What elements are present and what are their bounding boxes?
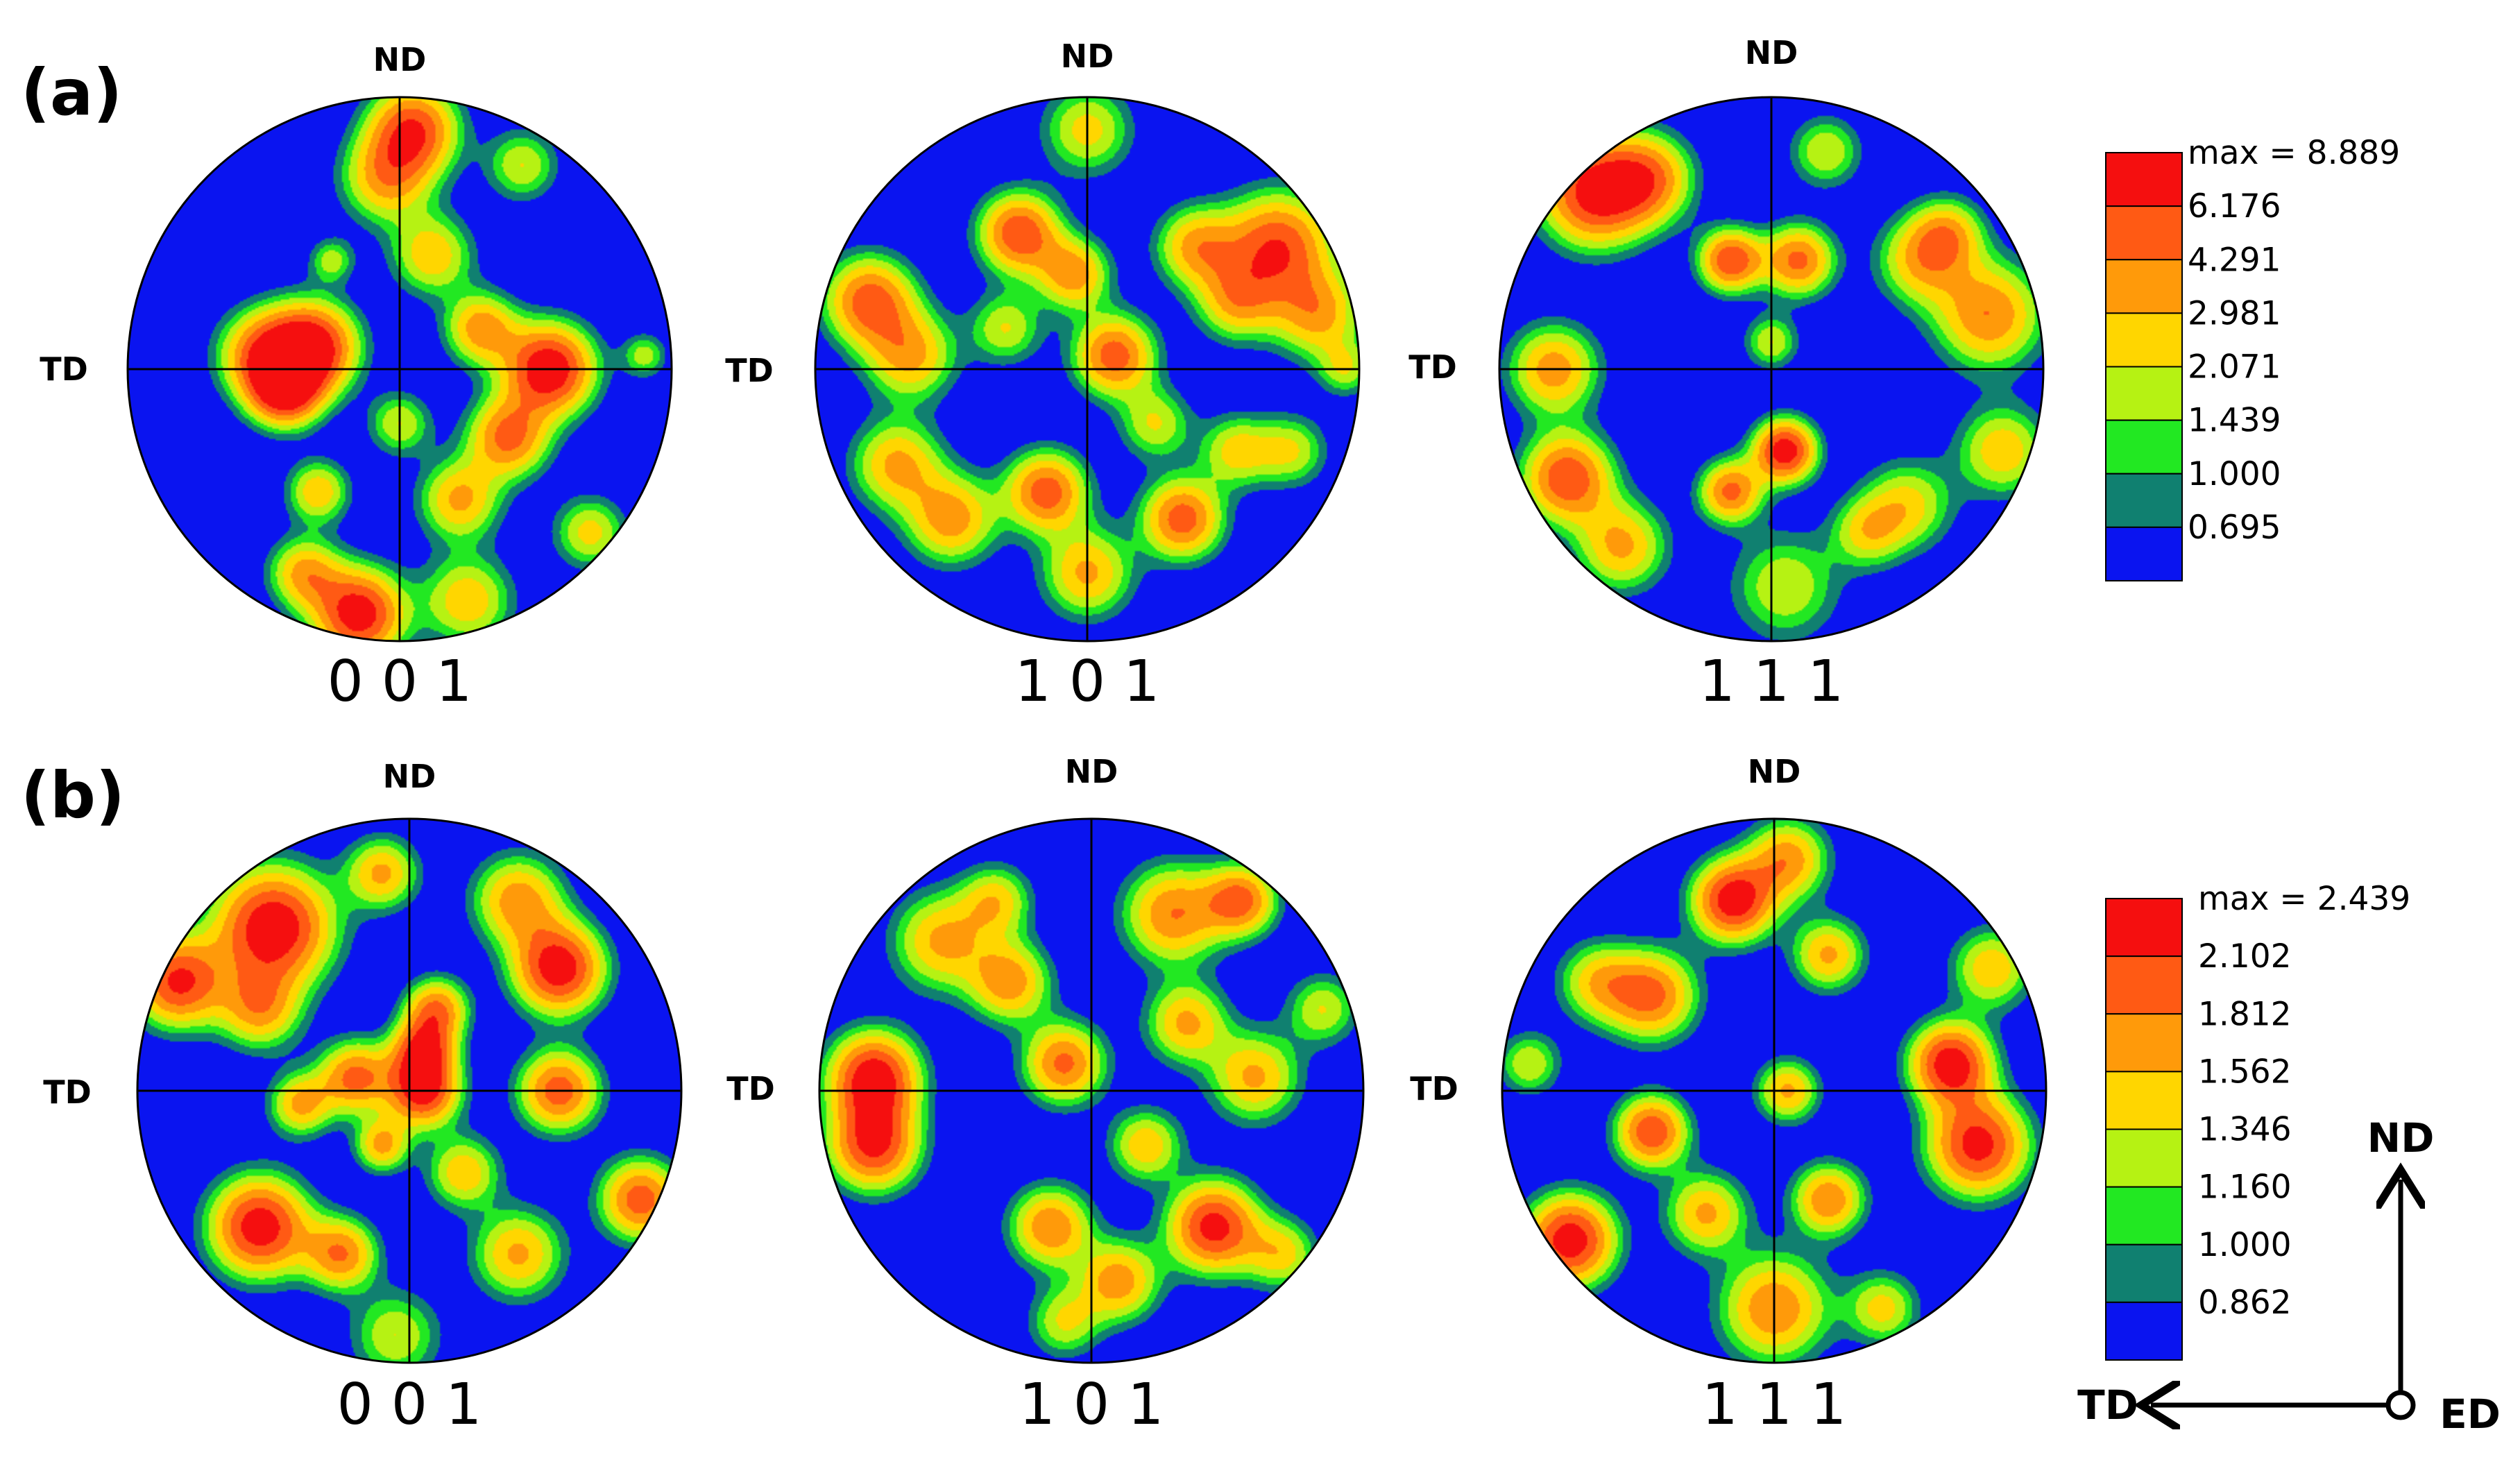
legend-color-band <box>2105 152 2183 207</box>
legend-color-band <box>2105 1243 2183 1303</box>
ed-out-of-plane-symbol <box>2385 1390 2416 1420</box>
pole-figure-001-a: ND TD 0 0 1 <box>40 41 673 715</box>
legend-color-band <box>2105 1071 2183 1130</box>
pole-label: 1 1 1 <box>1702 1372 1847 1438</box>
legend-level-label: 0.862 <box>2198 1284 2292 1322</box>
legend-level-label: 1.346 <box>2198 1111 2292 1149</box>
legend-color-band <box>2105 1128 2183 1188</box>
legend-color-band <box>2105 473 2183 528</box>
pole-label: 0 0 1 <box>327 649 472 715</box>
pole-label: 1 0 1 <box>1019 1372 1164 1438</box>
legend-color-band <box>2105 419 2183 475</box>
nd-label: ND <box>1061 37 1114 75</box>
legend-level-label: 2.102 <box>2198 937 2292 976</box>
nd-label: ND <box>373 41 427 78</box>
pole-figure-101-a: ND TD 1 0 1 <box>725 37 1361 715</box>
pole-figure-111-a: ND TD 1 1 1 <box>1408 34 2045 715</box>
pole-figure-101-b: ND TD 1 0 1 <box>726 753 1365 1438</box>
legend-color-band <box>2105 259 2183 314</box>
axis-td-label: TD <box>2077 1381 2138 1429</box>
pole-figure-001-b: ND TD 0 0 1 <box>43 758 683 1438</box>
axis-nd-label: ND <box>2367 1114 2435 1162</box>
legend-level-label: 4.291 <box>2188 241 2281 279</box>
td-label: TD <box>1408 348 1457 386</box>
nd-label: ND <box>1065 753 1118 790</box>
legend-level-label: 1.812 <box>2198 995 2292 1033</box>
legend-level-label: 1.562 <box>2198 1053 2292 1091</box>
panel-label-a: (a) <box>21 56 122 130</box>
legend-color-band <box>2105 312 2183 368</box>
legend-level-label: 6.176 <box>2188 187 2281 226</box>
legend-color-band <box>2105 898 2183 958</box>
legend-color-band <box>2105 1186 2183 1245</box>
legend-color-band <box>2105 955 2183 1015</box>
legend-level-label: 2.981 <box>2188 294 2281 332</box>
pole-label: 1 0 1 <box>1015 649 1160 715</box>
sample-axes-indicator: ND TD ED <box>2077 1114 2501 1438</box>
legend-color-band <box>2105 366 2183 421</box>
legend-color-band <box>2105 1013 2183 1073</box>
legend-color-band <box>2105 1301 2183 1361</box>
td-label: TD <box>725 352 774 389</box>
legend-color-band <box>2105 205 2183 261</box>
axis-ed-label: ED <box>2440 1391 2501 1438</box>
td-label: TD <box>726 1070 775 1107</box>
legend-level-label: 1.160 <box>2198 1168 2292 1207</box>
pole-label: 1 1 1 <box>1699 649 1844 715</box>
legend-a: max = 8.889 6.176 4.291 2.981 2.071 1.439 1.00… <box>2105 134 2400 581</box>
nd-label: ND <box>1748 753 1801 790</box>
nd-label: ND <box>383 758 436 795</box>
panel-label-b: (b) <box>21 758 125 833</box>
legend-level-label: 0.695 <box>2188 509 2281 547</box>
legend-color-band <box>2105 526 2183 581</box>
legend-b: max = 2.439 2.102 1.812 1.562 1.346 1.160 1.00… <box>2105 880 2410 1361</box>
legend-level-label: 2.071 <box>2188 348 2281 386</box>
legend-level-label: max = 8.889 <box>2188 134 2400 172</box>
pole-label: 0 0 1 <box>337 1372 482 1438</box>
legend-level-label: max = 2.439 <box>2198 880 2410 918</box>
pole-figure-111-b: ND TD 1 1 1 <box>1410 753 2047 1438</box>
legend-level-label: 1.439 <box>2188 402 2281 440</box>
legend-level-label: 1.000 <box>2188 455 2281 493</box>
td-label: TD <box>43 1073 92 1111</box>
td-label: TD <box>1410 1070 1458 1107</box>
legend-level-label: 1.000 <box>2198 1226 2292 1264</box>
td-label: TD <box>40 350 88 388</box>
nd-label: ND <box>1745 34 1798 71</box>
